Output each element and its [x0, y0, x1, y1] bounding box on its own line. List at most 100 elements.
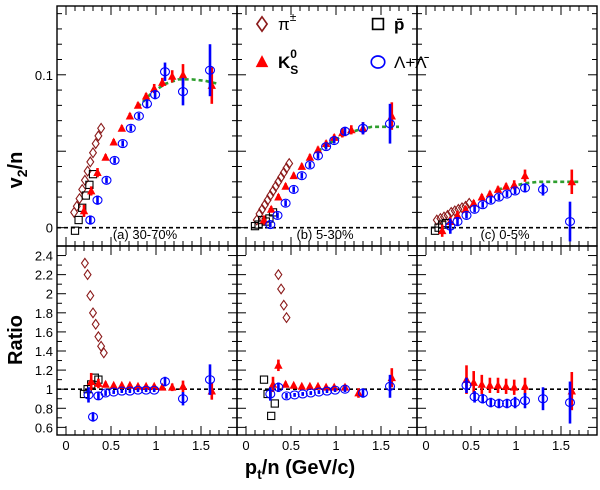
data-point-lambda — [297, 389, 308, 399]
x-tick-label: 1.5 — [192, 438, 210, 453]
x-axis-title-sub: t — [257, 466, 262, 482]
data-point-pion — [263, 194, 272, 206]
data-point-pion — [94, 130, 103, 142]
data-point-lambda — [83, 390, 94, 400]
data-point-k0s — [313, 145, 323, 154]
legend-label-pion: π± — [278, 10, 297, 34]
data-point-lambda — [330, 385, 341, 395]
legend-item-lambda: Λ+Λ̄ — [370, 53, 430, 72]
data-point-k0s — [477, 379, 486, 388]
data-point-k0s — [520, 381, 530, 390]
legend-symbol-pion — [255, 15, 269, 33]
x-axis-title-main: p — [245, 457, 257, 479]
data-point-k0s — [125, 380, 135, 389]
series-lambda — [461, 377, 576, 424]
data-point-k0s — [259, 215, 269, 224]
series-pion — [274, 268, 291, 324]
y-tick-label: 0.8 — [35, 401, 53, 416]
data-point-lambda — [312, 151, 324, 161]
data-point-k0s — [297, 161, 306, 170]
data-point-k0s — [469, 198, 478, 207]
data-point-k0s — [150, 83, 159, 92]
data-point-lambda — [109, 155, 120, 165]
data-point-k0s — [485, 189, 495, 198]
data-point-k0s — [93, 168, 102, 177]
data-point-k0s — [101, 379, 110, 388]
data-point-lambda — [124, 386, 135, 396]
y-tick-label: 2.4 — [35, 249, 53, 264]
data-point-lambda — [108, 387, 119, 397]
data-point-k0s — [274, 192, 283, 201]
y-tick-label: 1.2 — [35, 363, 53, 378]
fit-curve — [137, 78, 220, 108]
data-point-lambda — [485, 397, 496, 408]
data-point-lambda — [510, 397, 521, 408]
panel-b: (b) 5-30% — [236, 5, 418, 247]
data-point-k0s — [281, 379, 290, 388]
data-point-pion — [274, 268, 283, 281]
y-tick-label: 0 — [46, 221, 53, 236]
legend-symbol-lambda — [370, 55, 386, 69]
data-point-lambda — [339, 126, 351, 136]
x-tick-label: 0.5 — [282, 438, 300, 453]
data-point-k0s — [109, 137, 118, 146]
data-point-pion — [260, 198, 269, 211]
data-point-lambda — [141, 385, 152, 395]
legend-label-main: K — [278, 53, 291, 72]
data-point-k0s — [168, 71, 177, 80]
data-point-pion — [432, 214, 441, 226]
data-point-pbar — [270, 399, 279, 408]
data-point-pion — [97, 340, 106, 352]
data-point-pion — [271, 180, 280, 193]
data-point-lambda — [501, 398, 513, 409]
data-point-lambda — [452, 216, 463, 227]
data-point-k0s — [274, 360, 283, 369]
data-point-lambda — [469, 204, 480, 214]
y-tick-label: 1 — [46, 382, 53, 397]
legend-marker-k0s — [255, 55, 269, 68]
legend-label-main: π — [278, 15, 290, 34]
data-point-lambda — [101, 175, 112, 185]
series-pion — [252, 157, 294, 226]
series-pion — [70, 122, 106, 219]
data-point-k0s — [297, 381, 306, 390]
data-point-lambda — [477, 394, 488, 404]
data-point-pion — [258, 203, 267, 216]
data-point-pion — [91, 137, 100, 150]
data-point-lambda — [204, 65, 216, 75]
data-point-pion — [88, 147, 98, 159]
data-point-k0s — [94, 378, 103, 387]
data-point-pion — [277, 283, 286, 295]
data-point-lambda — [117, 139, 128, 149]
legend-marker-pion — [255, 15, 269, 33]
legend-label-sup: ± — [290, 10, 297, 24]
data-point-pbar — [85, 180, 94, 190]
y-axis-title-bottom: Ratio — [5, 315, 27, 365]
data-point-pbar — [267, 411, 276, 421]
data-point-k0s — [469, 377, 478, 386]
y-tick-label: 1.8 — [35, 306, 53, 321]
data-point-lambda — [564, 397, 576, 408]
data-point-lambda — [273, 382, 284, 392]
data-point-lambda — [141, 99, 153, 109]
data-point-pbar — [70, 226, 80, 235]
data-point-k0s — [117, 380, 126, 389]
data-point-lambda — [305, 388, 316, 398]
data-point-lambda — [461, 210, 472, 220]
data-point-lambda — [519, 396, 531, 406]
data-point-pion — [88, 307, 98, 319]
data-point-lambda — [87, 412, 99, 422]
data-point-k0s — [79, 206, 89, 215]
data-point-k0s — [567, 177, 576, 186]
data-point-k0s — [158, 77, 167, 86]
data-point-lambda — [150, 90, 161, 100]
series-lambda — [83, 364, 216, 422]
y-axis-title-top: v2/n — [5, 152, 30, 189]
data-point-k0s — [168, 382, 177, 391]
data-point-k0s — [268, 379, 278, 388]
data-point-lambda — [100, 388, 111, 398]
panel-a: 0 0.1 (a) 30-70% — [35, 5, 238, 247]
data-point-pion — [282, 162, 291, 174]
